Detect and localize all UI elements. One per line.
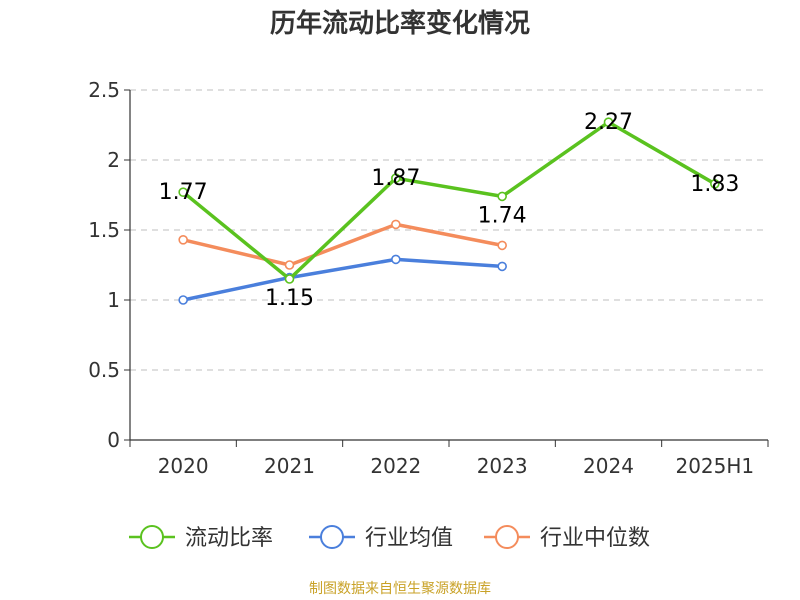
data-point	[497, 191, 507, 202]
x-tick-label: 2020	[158, 454, 209, 478]
data-point	[391, 219, 401, 230]
source-note: 制图数据来自恒生聚源数据库	[309, 581, 491, 597]
series-line-0	[182, 120, 716, 281]
data-point	[603, 117, 614, 127]
legend-label: 行业均值	[365, 526, 453, 551]
legend-label: 流动比率	[185, 526, 273, 551]
data-point	[391, 254, 401, 265]
legend-item-0[interactable]: 流动比率	[129, 525, 273, 551]
data-label: 1.83	[690, 172, 739, 197]
x-tick-label: 2023	[477, 454, 528, 478]
series-line-2	[182, 222, 503, 267]
data-point	[710, 179, 720, 189]
data-label: 2.27	[584, 110, 633, 135]
data-point	[497, 240, 507, 251]
data-point	[178, 235, 188, 245]
legend-label: 行业中位数	[540, 526, 650, 551]
data-point	[178, 187, 188, 197]
y-tick-label: 2	[107, 148, 120, 172]
data-label: 1.77	[159, 180, 208, 205]
data-point	[284, 260, 295, 270]
legend[interactable]: 流动比率 行业均值 行业中位数	[129, 525, 650, 551]
y-tick-label: 1	[107, 288, 120, 312]
x-tick-label: 2021	[264, 454, 315, 478]
x-tick-label: 2025H1	[675, 454, 754, 478]
legend-marker	[495, 525, 519, 549]
data-point	[391, 173, 401, 183]
axes: 0 0.5 1 1.5 2 2.5 2020 2021 2022 2023 2024 2025H1	[88, 78, 769, 478]
gridlines	[130, 89, 768, 371]
y-tick-label: 1.5	[88, 218, 120, 242]
y-tick-label: 0.5	[88, 358, 120, 382]
data-labels: 1.77 1.15 1.87 1.74 2.27 1.83	[159, 110, 740, 311]
legend-marker	[320, 525, 344, 549]
data-point	[178, 295, 188, 305]
data-label: 1.87	[371, 166, 420, 191]
data-label: 1.15	[265, 286, 314, 311]
legend-marker	[140, 525, 164, 549]
series-lines	[178, 117, 720, 305]
x-tick-label: 2024	[583, 454, 634, 478]
y-tick-label: 0	[107, 428, 120, 452]
legend-item-2[interactable]: 行业中位数	[484, 525, 650, 551]
series-line-1	[182, 257, 503, 302]
data-point	[284, 274, 295, 284]
chart-title: 历年流动比率变化情况	[269, 9, 530, 39]
data-label: 1.74	[478, 203, 527, 228]
y-tick-label: 2.5	[88, 78, 120, 102]
legend-item-1[interactable]: 行业均值	[309, 525, 453, 551]
data-point	[497, 261, 507, 272]
x-tick-label: 2022	[370, 454, 421, 478]
